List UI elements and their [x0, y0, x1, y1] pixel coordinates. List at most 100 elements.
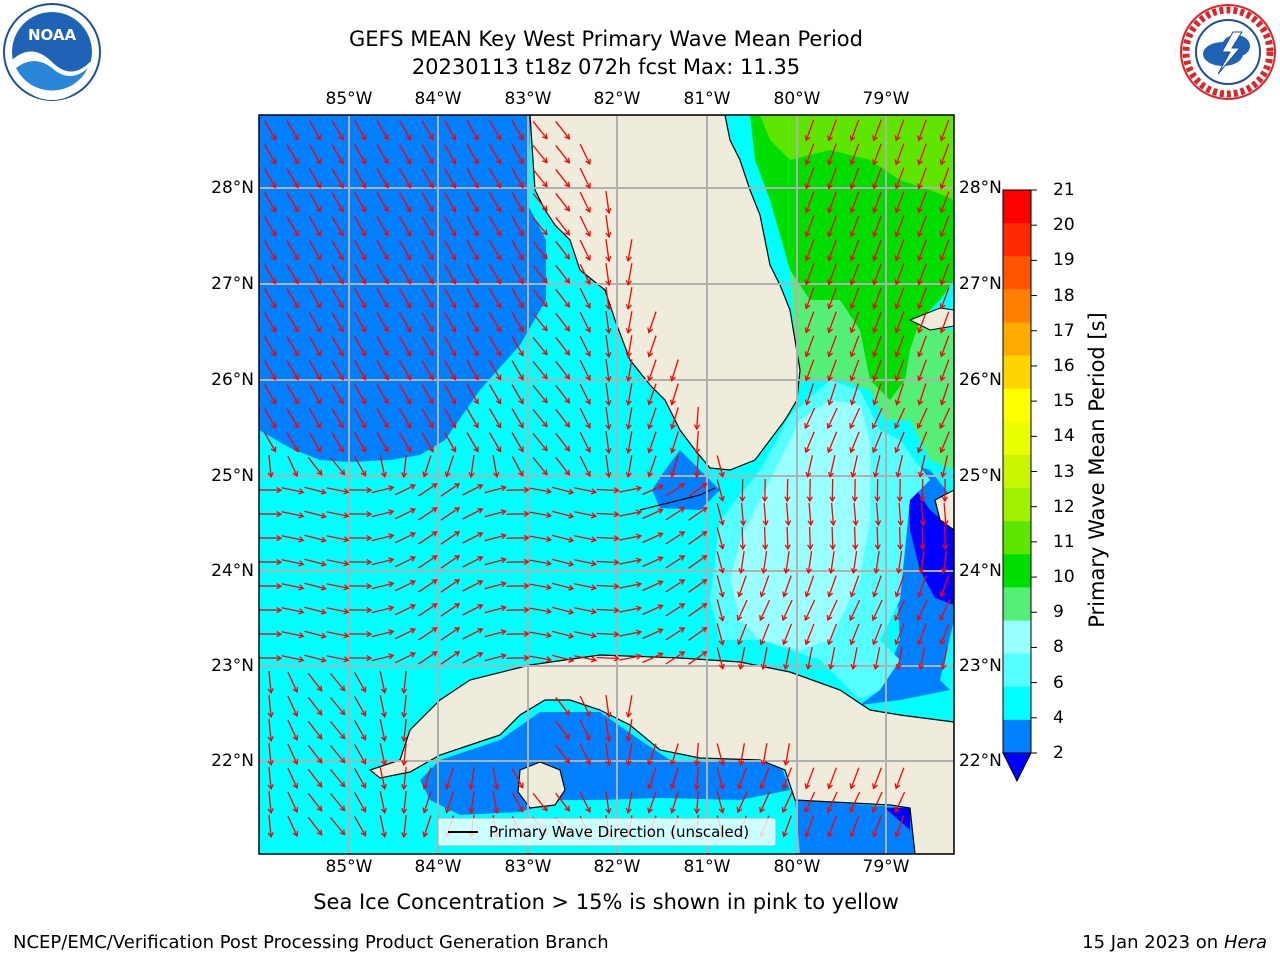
- wave-vector-head: [940, 663, 947, 671]
- wave-vector-head: [804, 591, 811, 598]
- wave-vector-head: [739, 496, 746, 503]
- wave-vector-head: [473, 422, 479, 429]
- wave-vector: [354, 744, 366, 764]
- wave-vector: [353, 360, 367, 380]
- wave-vector: [286, 120, 299, 140]
- wave-vector: [286, 192, 299, 212]
- wave-vector: [423, 815, 432, 837]
- colorbar-tick-label: 19: [1053, 250, 1075, 271]
- wave-vector: [394, 508, 416, 520]
- wave-vector-head: [315, 350, 322, 357]
- wave-vector-head: [739, 544, 746, 551]
- wave-vector: [376, 384, 389, 404]
- wave-vector-head: [339, 733, 346, 740]
- wave-vector-head: [422, 831, 429, 838]
- wave-vector: [827, 431, 838, 453]
- wave-vector: [443, 264, 457, 284]
- wave-vector-head: [605, 424, 612, 431]
- wave-vector: [532, 384, 548, 404]
- wave-vector: [353, 336, 367, 356]
- wave-vector: [943, 526, 947, 550]
- wave-vector: [376, 168, 389, 188]
- wave-vector-head: [939, 135, 946, 142]
- wave-vector: [762, 743, 768, 765]
- lat-tick-left: 25°N: [211, 466, 254, 486]
- wave-vector-head: [401, 832, 408, 839]
- wave-vector: [898, 502, 902, 526]
- wave-vector-head: [338, 278, 344, 285]
- wave-vector-head: [827, 351, 834, 358]
- wave-vector-head: [759, 806, 765, 814]
- wave-vector-head: [647, 423, 654, 430]
- wave-vector: [488, 432, 502, 452]
- wave-vector: [596, 488, 619, 492]
- map-legend: Primary Wave Direction (unscaled): [438, 818, 776, 846]
- wave-vector-head: [320, 656, 327, 663]
- wave-vector: [418, 555, 437, 569]
- wave-vector: [828, 119, 837, 141]
- wave-vector-head: [315, 206, 322, 213]
- period-field-2-4-cuba-south: [420, 712, 790, 815]
- wave-vector-head: [693, 784, 701, 791]
- wave-vector-head: [564, 421, 571, 428]
- wave-vector-head: [316, 829, 323, 836]
- wave-vector: [492, 455, 498, 477]
- wave-vector-head: [405, 374, 412, 381]
- wave-vector-head: [782, 591, 789, 598]
- wave-vector-head: [276, 655, 283, 662]
- wave-vector: [740, 551, 745, 573]
- wave-vector-head: [657, 556, 664, 562]
- wave-vector-head: [669, 783, 676, 790]
- wave-vector: [918, 191, 927, 213]
- wave-vector: [918, 215, 927, 237]
- wave-vector-head: [518, 374, 524, 381]
- wave-vector-head: [919, 520, 927, 527]
- wave-vector: [445, 455, 455, 477]
- wave-vector: [555, 408, 570, 428]
- wave-vector-head: [804, 279, 811, 286]
- wave-vector-head: [360, 206, 367, 213]
- wave-vector: [308, 312, 322, 332]
- wave-vector-head: [917, 159, 924, 166]
- wave-vector: [376, 264, 389, 284]
- wave-vector-head: [383, 422, 389, 429]
- legend-line-swatch: [448, 831, 478, 833]
- wave-vector: [329, 457, 346, 475]
- wave-vector: [873, 383, 882, 405]
- wave-vector: [688, 579, 707, 593]
- wave-vector: [263, 192, 277, 212]
- wave-vector-head: [477, 507, 484, 514]
- wave-vector-head: [827, 207, 834, 214]
- wave-vector: [579, 455, 591, 477]
- wave-vector: [371, 654, 394, 662]
- wave-vector: [286, 336, 299, 356]
- wave-vector-head: [495, 446, 502, 453]
- wave-vector-head: [388, 605, 395, 612]
- wave-vector-head: [783, 568, 790, 575]
- wave-vector-head: [917, 255, 924, 262]
- lon-tick-bottom: 80°W: [773, 857, 821, 877]
- wave-vector-head: [388, 557, 395, 564]
- wave-vector-head: [605, 400, 612, 407]
- wave-vector: [443, 432, 457, 452]
- wave-vector-head: [545, 560, 553, 567]
- wave-vector-head: [315, 278, 322, 285]
- wave-vector-head: [605, 472, 612, 479]
- wave-vector-head: [383, 230, 389, 237]
- wave-vector-head: [473, 134, 479, 141]
- wave-vector: [484, 558, 506, 566]
- wave-vector: [532, 168, 548, 188]
- wave-vector: [895, 431, 905, 453]
- wave-vector-head: [316, 685, 323, 692]
- wave-vector-head: [872, 279, 879, 286]
- wave-vector-head: [388, 509, 395, 516]
- wave-vector: [850, 623, 860, 645]
- wave-vector-head: [669, 807, 676, 814]
- wave-vector: [555, 168, 570, 188]
- wave-vector-head: [276, 559, 283, 566]
- wave-vector-head: [454, 483, 461, 489]
- wave-vector: [579, 263, 591, 285]
- colorbar-tick-label: 8: [1053, 637, 1064, 658]
- wave-vector-head: [541, 253, 548, 260]
- wave-vector: [511, 791, 524, 813]
